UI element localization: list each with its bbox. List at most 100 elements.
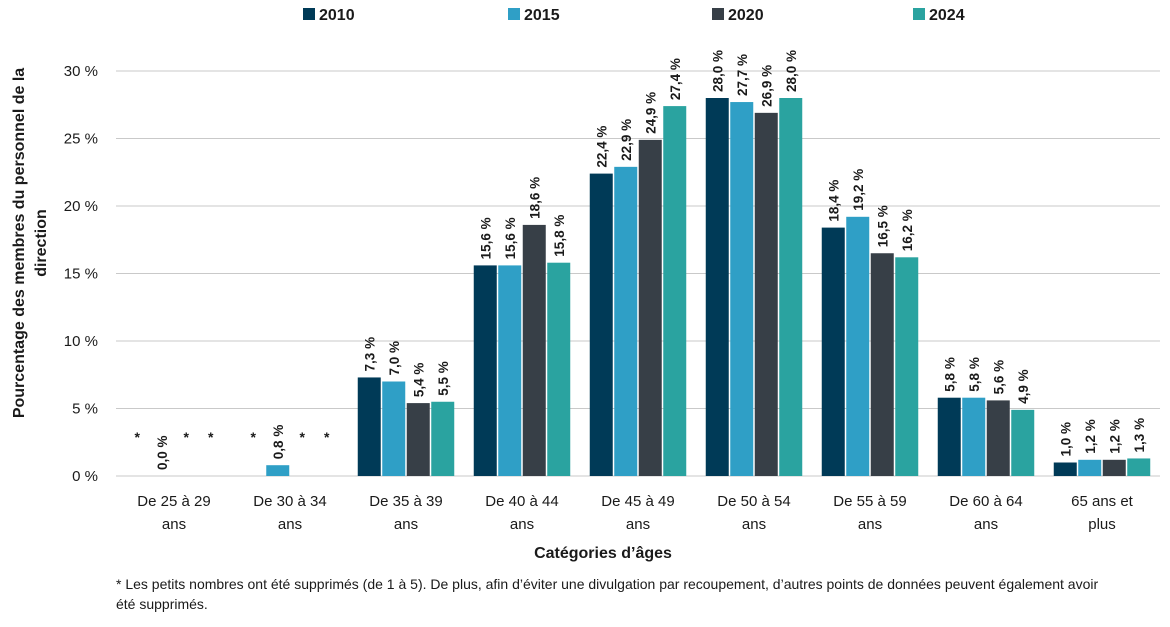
y-tick-label: 25 % bbox=[64, 131, 98, 148]
data-label: 18,4 % bbox=[826, 180, 841, 222]
x-category-label: ans bbox=[162, 516, 186, 533]
legend-swatch-2024 bbox=[913, 8, 925, 20]
bar-2024 bbox=[779, 98, 803, 476]
legend-label: 2024 bbox=[929, 7, 965, 24]
bar-2015 bbox=[614, 166, 638, 476]
x-category-label: ans bbox=[626, 516, 650, 533]
data-label: 27,7 % bbox=[735, 54, 750, 96]
legend-label: 2015 bbox=[524, 7, 560, 24]
data-label: 7,0 % bbox=[387, 341, 402, 376]
x-category-label: ans bbox=[510, 516, 534, 533]
x-category-label: ans bbox=[974, 516, 998, 533]
bar-2024 bbox=[431, 401, 455, 476]
x-category-label: De 50 à 54 bbox=[717, 493, 790, 510]
x-category-label: ans bbox=[278, 516, 302, 533]
bar-2010 bbox=[357, 377, 381, 476]
legend: 2010 2015 2020 2024 bbox=[303, 7, 965, 24]
x-category-label: De 25 à 29 bbox=[137, 493, 210, 510]
data-label: 24,9 % bbox=[643, 92, 658, 134]
x-category-label: ans bbox=[858, 516, 882, 533]
data-label: 5,6 % bbox=[991, 360, 1006, 395]
data-label: 26,9 % bbox=[759, 65, 774, 107]
data-label: 1,2 % bbox=[1107, 419, 1122, 454]
x-axis-title: Catégories d’âges bbox=[534, 545, 672, 562]
bar-2015 bbox=[1078, 459, 1102, 476]
legend-swatch-2010 bbox=[303, 8, 315, 20]
y-tick-label: 10 % bbox=[64, 333, 98, 350]
bar-2020 bbox=[870, 253, 894, 476]
bar-2010 bbox=[821, 227, 845, 476]
data-label: 5,8 % bbox=[942, 357, 957, 392]
data-label: 1,2 % bbox=[1083, 419, 1098, 454]
footnote: * Les petits nombres ont été supprimés (… bbox=[116, 576, 1099, 612]
legend-swatch-2020 bbox=[712, 8, 724, 20]
bar-2015 bbox=[962, 397, 986, 476]
y-tick-label: 30 % bbox=[64, 63, 98, 80]
x-category-label: De 60 à 64 bbox=[949, 493, 1022, 510]
data-label: 7,3 % bbox=[362, 337, 377, 372]
data-label: 22,9 % bbox=[619, 119, 634, 161]
bar-2024 bbox=[895, 257, 919, 476]
y-tick-label: 15 % bbox=[64, 266, 98, 283]
data-label: 15,6 % bbox=[503, 217, 518, 259]
data-label: 16,2 % bbox=[900, 209, 915, 251]
data-label: 0,0 % bbox=[155, 435, 170, 470]
legend-label: 2010 bbox=[319, 7, 355, 24]
y-axis-title-line: direction bbox=[33, 209, 50, 277]
gridlines bbox=[116, 70, 1160, 477]
x-category-label: plus bbox=[1088, 516, 1116, 533]
x-category-label: ans bbox=[394, 516, 418, 533]
data-label: 5,4 % bbox=[411, 363, 426, 398]
bar-2024 bbox=[547, 262, 571, 476]
bar-2024 bbox=[663, 106, 687, 476]
suppressed-marker: * bbox=[135, 429, 141, 445]
bar-2020 bbox=[1102, 459, 1126, 476]
bar-2010 bbox=[705, 98, 729, 476]
bar-2015 bbox=[498, 265, 522, 476]
data-label: 27,4 % bbox=[668, 58, 683, 100]
y-axis-ticks: 0 % 5 % 10 % 15 % 20 % 25 % 30 % bbox=[64, 63, 98, 485]
y-tick-label: 20 % bbox=[64, 198, 98, 215]
y-axis-title-line: Pourcentage des membres du personnel de … bbox=[11, 68, 28, 418]
data-label: 5,5 % bbox=[436, 361, 451, 396]
bar-2010 bbox=[1053, 462, 1077, 476]
suppressed-marker: * bbox=[251, 429, 257, 445]
x-category-label: De 45 à 49 bbox=[601, 493, 674, 510]
data-label: 1,0 % bbox=[1058, 422, 1073, 457]
suppressed-marker: * bbox=[324, 429, 330, 445]
data-label: 19,2 % bbox=[851, 169, 866, 211]
bar-2015 bbox=[730, 102, 754, 477]
x-category-label: De 30 à 34 bbox=[253, 493, 326, 510]
suppressed-marker: * bbox=[300, 429, 306, 445]
y-tick-label: 5 % bbox=[72, 401, 98, 418]
grouped-bar-chart: 2010 2015 2020 2024 0 % 5 % 10 % 15 % 20 % 25 % 3… bbox=[11, 7, 1160, 562]
data-label: 16,5 % bbox=[875, 205, 890, 247]
data-label: 22,4 % bbox=[594, 126, 609, 168]
bar-2020 bbox=[986, 400, 1010, 476]
bar-2010 bbox=[937, 397, 961, 476]
data-label: 1,3 % bbox=[1132, 418, 1147, 453]
data-label: 15,8 % bbox=[552, 215, 567, 257]
bars bbox=[266, 98, 1151, 477]
data-label: 4,9 % bbox=[1016, 369, 1031, 404]
y-tick-label: 0 % bbox=[72, 468, 98, 485]
bar-2010 bbox=[473, 265, 497, 476]
data-label: 28,0 % bbox=[784, 50, 799, 92]
data-label: 5,8 % bbox=[967, 357, 982, 392]
bar-2015 bbox=[846, 216, 870, 477]
legend-swatch-2015 bbox=[508, 8, 520, 20]
bar-2024 bbox=[1011, 409, 1035, 476]
bar-2015 bbox=[266, 465, 290, 476]
x-category-label: ans bbox=[742, 516, 766, 533]
x-category-label: De 55 à 59 bbox=[833, 493, 906, 510]
x-category-label: 65 ans et bbox=[1071, 493, 1134, 510]
x-category-label: De 40 à 44 bbox=[485, 493, 558, 510]
x-category-label: De 35 à 39 bbox=[369, 493, 442, 510]
data-label: 18,6 % bbox=[527, 177, 542, 219]
data-label: 0,8 % bbox=[271, 425, 286, 460]
bar-2015 bbox=[382, 381, 406, 476]
suppressed-marker: * bbox=[184, 429, 190, 445]
bar-2020 bbox=[754, 112, 778, 476]
bar-2020 bbox=[638, 139, 662, 476]
suppressed-marker: * bbox=[208, 429, 214, 445]
